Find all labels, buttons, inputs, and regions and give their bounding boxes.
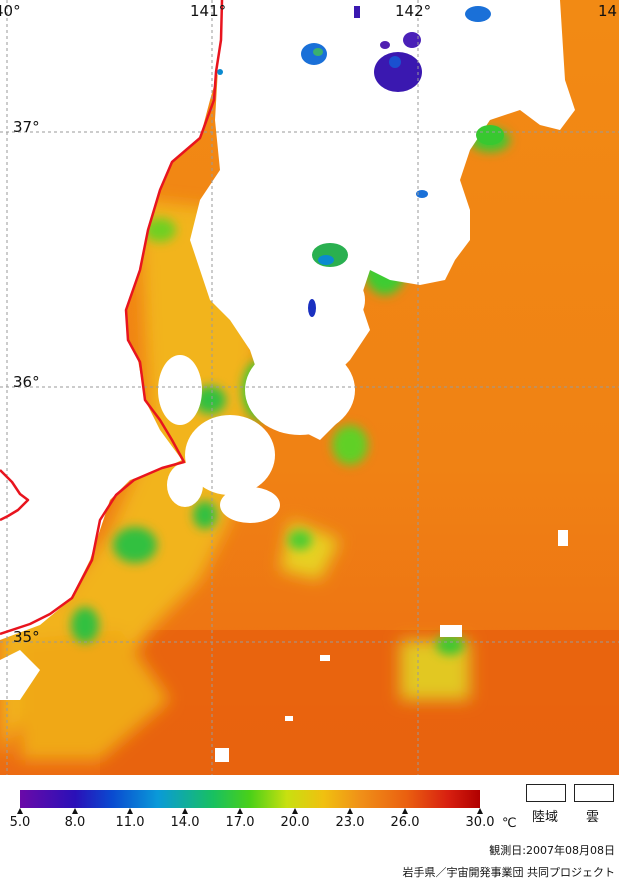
cloud-swatch [574,784,614,802]
land-swatch-label: 陸域 [532,810,559,825]
lat-label-36: 36° [13,373,40,391]
land-and-cloud-mask [215,655,330,762]
lat-label-37: 37° [13,118,40,136]
lat-lon-grid [0,0,619,775]
legend-tick-17: 17.0 [225,815,255,830]
lon-label-141: 141° [190,2,227,20]
legend-tick-26: 26.0 [390,815,420,830]
legend-tick-23: 23.0 [335,815,365,830]
coastal-cool-zone [0,200,470,760]
legend-tick-30: 30.0 [465,815,495,830]
lat-label-35: 35° [13,628,40,646]
land-swatch [526,784,566,802]
legend-tick-8: 8.0 [64,815,86,830]
legend-tick-11: 11.0 [115,815,145,830]
lon-label-143: 14 [598,2,618,20]
coastline [0,0,224,636]
legend-tick-14: 14.0 [170,815,200,830]
legend-tick-5: 5.0 [9,815,31,830]
observation-date: 観測日:2007年08月08日 [489,844,615,857]
temperature-color-bar [17,790,483,814]
legend-unit: ℃ [502,816,517,831]
legend-tick-20: 20.0 [280,815,310,830]
lon-label-142: 142° [395,2,432,20]
color-bar-gradient [20,790,480,808]
warm-southern-band [100,630,619,775]
lon-label-140: 40° [0,2,21,20]
color-bar-ticks [17,808,483,814]
sea-surface-temperature-map [0,0,619,775]
project-credit: 岩手県／宇宙開発事業団 共同プロジェクト [402,866,616,879]
top-cold-spots-overlay [217,6,504,317]
cloud-swatch-label: 雲 [586,810,600,825]
